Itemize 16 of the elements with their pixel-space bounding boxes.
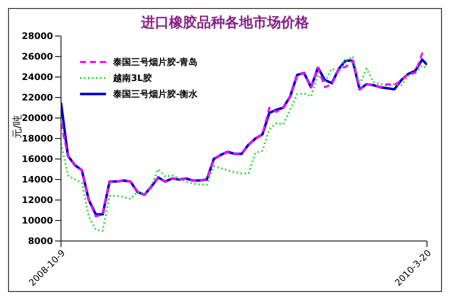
y-axis-title: 元/吨 [12, 115, 24, 138]
y-tick-label: 24000 [22, 73, 53, 84]
y-tick-label: 22000 [22, 94, 53, 104]
y-tick-label: 14000 [22, 176, 53, 186]
legend-label: 越南3L胶 [113, 72, 152, 84]
y-tick-label: 10000 [22, 216, 53, 227]
chart-title: 进口橡胶品种各地市场价格 [140, 14, 310, 32]
y-tick-label: 8000 [28, 237, 53, 248]
y-tick-label: 28000 [22, 32, 53, 42]
y-tick-label: 20000 [22, 114, 53, 124]
y-tick-label: 26000 [22, 52, 53, 63]
legend-label: 泰国三号烟片胶-衡水 [113, 88, 198, 100]
y-tick-label: 12000 [22, 196, 53, 206]
legend-label: 泰国三号烟片胶-青岛 [113, 56, 198, 68]
y-tick-label: 18000 [22, 134, 53, 145]
y-tick-label: 16000 [22, 155, 53, 166]
